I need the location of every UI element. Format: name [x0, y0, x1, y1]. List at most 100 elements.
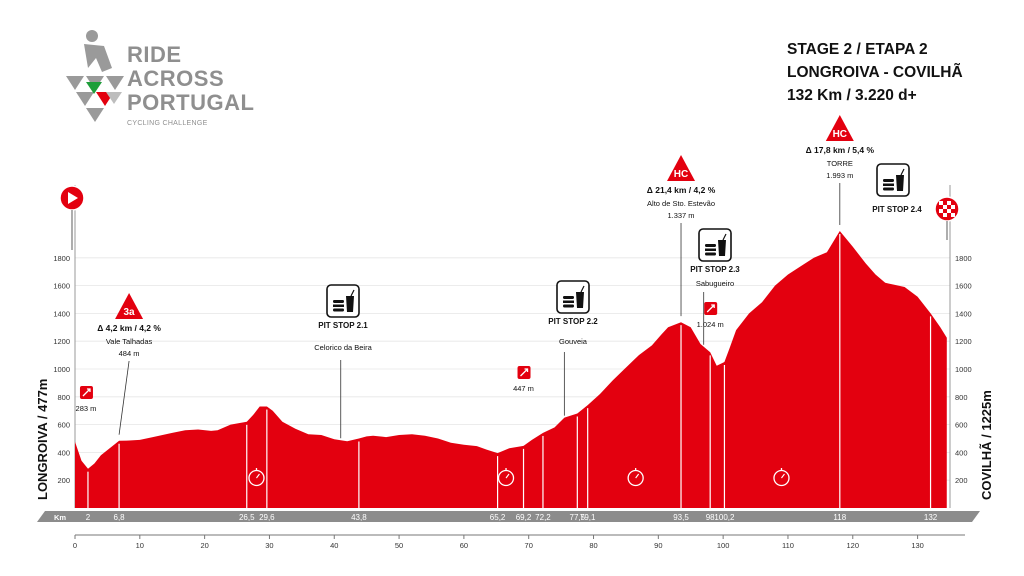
y-tick-label-left: 400	[57, 448, 70, 457]
checkered-square-icon	[939, 213, 943, 217]
pit-stop-place: Gouveia	[559, 337, 588, 346]
sprint-altitude: 1.024 m	[697, 320, 724, 329]
checkered-square-icon	[943, 213, 947, 217]
straw-icon	[580, 285, 585, 293]
x-tick-label: 20	[200, 541, 208, 550]
climb-altitude: 484 m	[119, 349, 140, 358]
km-bar: Km 2 6,8 26,5 29,6 43,8 65,2 69,2 72,2 77,579,1 93…	[37, 511, 980, 522]
ride-across-portugal-logo: RIDE ACROSS PORTUGAL CYCLING CHALLENGE	[64, 28, 254, 138]
x-tick-label: 70	[525, 541, 533, 550]
y-tick-label-left: 800	[57, 393, 70, 402]
x-tick-label: 40	[330, 541, 338, 550]
y-tick-label-right: 1200	[955, 337, 972, 346]
checkered-square-icon	[947, 205, 951, 209]
climb-name: Alto de Sto. Estevão	[647, 199, 715, 208]
straw-icon	[900, 168, 905, 176]
pit-stop-label: PIT STOP 2.4	[872, 205, 922, 214]
drink-icon	[718, 240, 726, 256]
checkered-square-icon	[951, 201, 955, 205]
drink-icon	[576, 292, 584, 308]
y-tick-label-right: 400	[955, 448, 968, 457]
km-marker-label: 98	[706, 513, 715, 522]
burger-icon	[883, 183, 894, 186]
km-marker-label: 72,2	[535, 513, 551, 522]
y-tick-label-right: 600	[955, 421, 968, 430]
sprint-altitude: 447 m	[513, 384, 534, 393]
climb-name: TORRE	[827, 159, 853, 168]
checkered-square-icon	[951, 213, 955, 217]
stopwatch-hand-icon	[505, 473, 510, 479]
burger-icon	[563, 304, 574, 308]
cyclist-logo-icon	[66, 30, 124, 122]
x-tick-label: 90	[654, 541, 662, 550]
burger-icon	[705, 252, 716, 256]
x-tick-label: 50	[395, 541, 403, 550]
y-tick-label-left: 1800	[53, 254, 70, 263]
checkered-square-icon	[939, 201, 943, 205]
y-tick-label-right: 1600	[955, 282, 972, 291]
segment-divider-lines	[87, 233, 932, 508]
burger-icon	[563, 300, 574, 303]
checkered-square-icon	[951, 205, 955, 209]
pit-stop-place: Sabugueiro	[696, 279, 734, 288]
km-marker-label: 69,2	[516, 513, 532, 522]
checkered-square-icon	[939, 205, 943, 209]
km-marker-label: 26,5	[239, 513, 255, 522]
km-marker-label: 43,8	[351, 513, 367, 522]
km-marker-label: 2	[86, 513, 91, 522]
climb-badge	[667, 155, 696, 181]
logo-word-portugal: PORTUGAL	[127, 90, 255, 115]
pit-stop-label: PIT STOP 2.3	[690, 265, 740, 274]
km-marker-label: 79,1	[580, 513, 596, 522]
climb-altitude: 1.993 m	[826, 171, 853, 180]
stage-title: STAGE 2 / ETAPA 2	[787, 41, 928, 58]
km-marker-label: 93,5	[673, 513, 689, 522]
sprint-arrow-icon	[82, 388, 91, 397]
x-tick-label: 110	[782, 541, 794, 550]
checkered-square-icon	[939, 209, 943, 213]
x-tick-label: 80	[589, 541, 597, 550]
y-tick-label-right: 1400	[955, 309, 972, 318]
checkered-square-icon	[943, 201, 947, 205]
checkered-square-icon	[947, 201, 951, 205]
climb-delta: Δ 17,8 km / 5,4 %	[806, 145, 875, 155]
checkered-square-icon	[943, 209, 947, 213]
climb-category: HC	[833, 129, 847, 140]
start-label: LONGROIVA / 477m	[35, 379, 50, 500]
y-tick-label-left: 1400	[53, 309, 70, 318]
x-tick-label: 120	[847, 541, 860, 550]
start-finish-markers	[59, 185, 960, 250]
y-tick-label-left: 600	[57, 421, 70, 430]
checkered-square-icon	[951, 209, 955, 213]
drink-icon	[896, 175, 904, 191]
checkered-square-icon	[947, 209, 951, 213]
annotations: 3a Δ 4,2 km / 4,2 % Vale Talhadas 484 m HC Δ …	[76, 115, 922, 487]
x-tick-label: 60	[460, 541, 468, 550]
x-tick-label: 130	[911, 541, 924, 550]
pit-stop-label: PIT STOP 2.2	[548, 317, 598, 326]
km-marker-label: 77,5	[570, 513, 586, 522]
stopwatch-hand-icon	[781, 473, 785, 479]
climb-category: HC	[674, 169, 688, 180]
climb-badge	[115, 293, 144, 319]
stage-route: LONGROIVA - COVILHÃ	[787, 64, 963, 81]
burger-icon	[333, 300, 344, 303]
pit-stop-place: Celorico da Beira	[314, 343, 372, 352]
climb-name: Vale Talhadas	[106, 337, 153, 346]
y-tick-label-left: 1000	[53, 365, 70, 374]
y-tick-label-right: 200	[955, 476, 968, 485]
straw-icon	[350, 289, 355, 297]
x-tick-label: 10	[136, 541, 144, 550]
climb-badge	[825, 115, 854, 141]
sprint-arrow-icon	[520, 368, 529, 377]
sprint-arrow-icon	[706, 304, 715, 313]
km-bar-background	[37, 511, 980, 522]
start-arrow-icon	[68, 192, 78, 204]
climb-category: 3a	[124, 307, 136, 318]
x-tick-label: 30	[265, 541, 273, 550]
logo-tagline: CYCLING CHALLENGE	[127, 120, 208, 127]
sprint-altitude: 283 m	[76, 404, 97, 413]
checkered-square-icon	[943, 205, 947, 209]
climb-delta: Δ 21,4 km / 4,2 %	[647, 185, 716, 195]
